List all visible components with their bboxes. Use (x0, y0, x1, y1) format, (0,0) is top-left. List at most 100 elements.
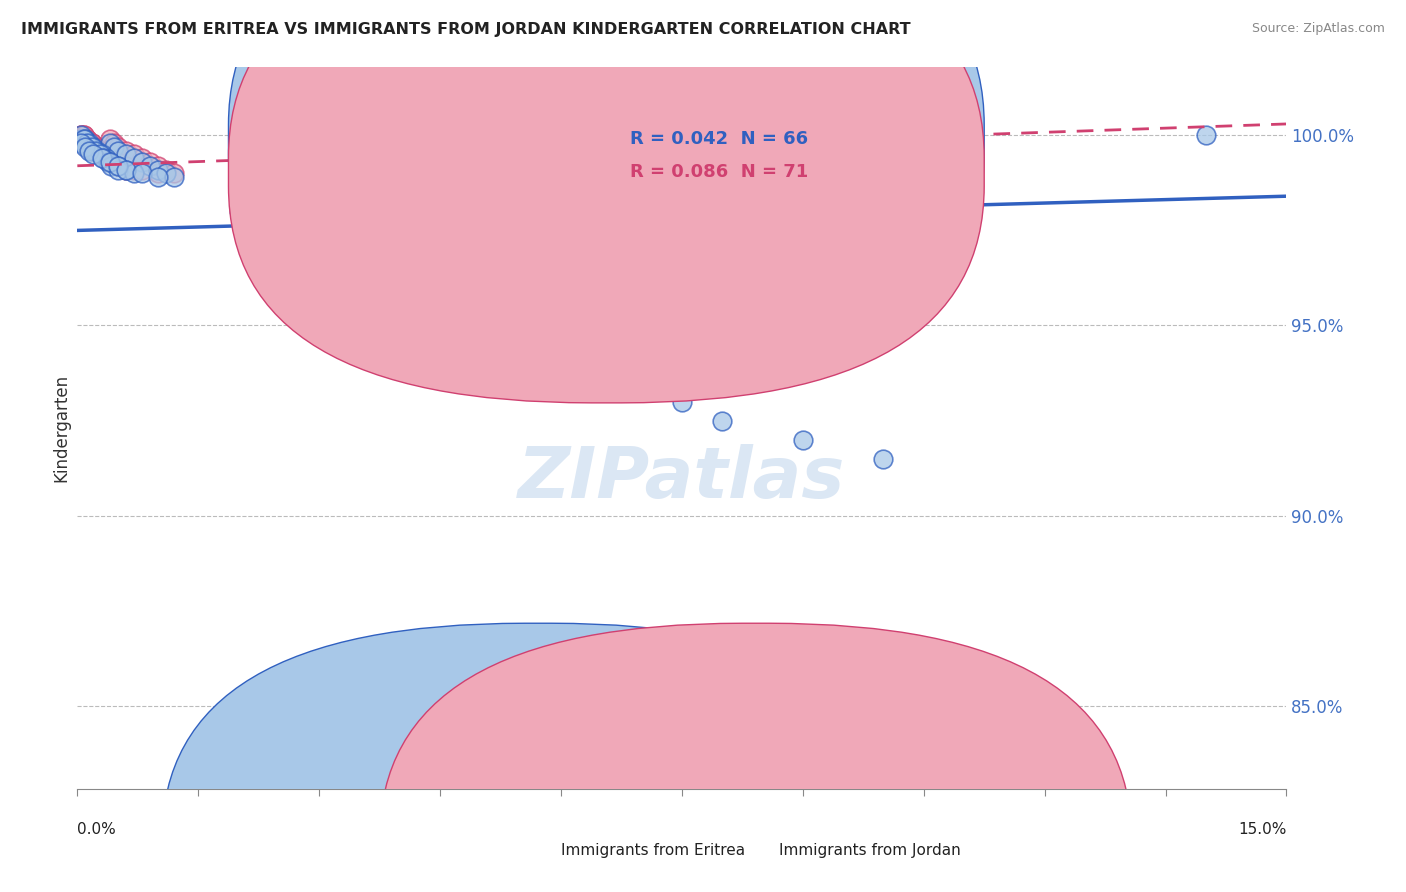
Point (155, 166, 177, 180)
Point (84, 144, 107, 158)
Point (267, 212, 290, 227)
Text: R = 0.086  N = 71: R = 0.086 N = 71 (630, 162, 808, 181)
Point (97, 151, 120, 165)
Y-axis label: Kindergarten: Kindergarten (52, 374, 70, 483)
Point (429, 243, 451, 257)
Point (103, 136, 125, 150)
Point (114, 144, 136, 158)
Point (114, 159, 136, 173)
Point (75, 140, 97, 154)
Point (550, 280, 572, 294)
Point (228, 204, 250, 219)
Point (405, 219, 427, 234)
Point (591, 273, 613, 287)
Point (711, 413, 734, 427)
Point (550, 246, 572, 260)
Point (82, 144, 104, 158)
Point (388, 235, 411, 249)
Point (103, 140, 125, 154)
Point (80, 136, 103, 150)
Point (470, 231, 492, 245)
Point (70, 128, 93, 143)
Point (84, 140, 107, 154)
Point (550, 265, 572, 279)
Point (308, 219, 330, 234)
Point (872, 451, 894, 466)
Point (76, 132, 98, 146)
Point (630, 261, 652, 276)
Point (73, 132, 96, 146)
Point (91, 147, 114, 161)
Point (792, 285, 814, 299)
Point (114, 162, 136, 177)
Point (89, 147, 111, 161)
Point (70, 128, 93, 143)
Text: Source: ZipAtlas.com: Source: ZipAtlas.com (1251, 22, 1385, 36)
Point (107, 155, 129, 169)
Text: Immigrants from Jordan: Immigrants from Jordan (779, 843, 960, 858)
Point (429, 223, 451, 237)
Point (114, 147, 136, 161)
Point (139, 159, 162, 173)
Point (70, 128, 93, 143)
Point (75, 136, 97, 150)
Point (122, 162, 145, 177)
Point (163, 166, 186, 180)
Point (131, 155, 153, 169)
Text: ZIPatlas: ZIPatlas (519, 444, 845, 513)
Point (267, 193, 290, 207)
Point (100, 155, 122, 169)
Point (86, 144, 108, 158)
Point (792, 433, 814, 447)
Point (82, 140, 104, 154)
Point (73, 128, 96, 143)
Point (82, 144, 104, 158)
Point (308, 201, 330, 215)
Point (509, 258, 531, 272)
Point (75, 136, 97, 150)
Point (75, 132, 97, 146)
Point (90, 147, 112, 161)
FancyBboxPatch shape (567, 111, 827, 208)
Text: IMMIGRANTS FROM ERITREA VS IMMIGRANTS FROM JORDAN KINDERGARTEN CORRELATION CHART: IMMIGRANTS FROM ERITREA VS IMMIGRANTS FR… (21, 22, 911, 37)
Point (373, 212, 395, 227)
Point (671, 268, 693, 283)
Point (107, 159, 129, 173)
Point (82, 140, 104, 154)
Point (671, 394, 693, 409)
Point (107, 144, 129, 158)
Point (107, 159, 129, 173)
Text: R = 0.042  N = 66: R = 0.042 N = 66 (630, 130, 808, 148)
Point (98, 155, 121, 169)
Point (75, 132, 97, 146)
Point (80, 140, 103, 154)
Point (114, 162, 136, 177)
Point (146, 162, 169, 177)
Point (80, 136, 103, 150)
Point (122, 147, 145, 161)
Point (98, 136, 121, 150)
Point (228, 186, 250, 200)
Point (98, 155, 121, 169)
Point (90, 147, 112, 161)
Point (292, 196, 315, 211)
Point (86, 144, 108, 158)
Point (131, 151, 153, 165)
Point (131, 162, 153, 177)
Point (146, 166, 169, 180)
Point (122, 166, 145, 180)
Point (90, 147, 112, 161)
Point (91, 151, 114, 165)
Point (470, 250, 492, 264)
Point (1195, 128, 1218, 143)
Point (349, 208, 371, 222)
Point (75, 132, 97, 146)
Point (131, 166, 153, 180)
Point (86, 140, 108, 154)
Text: 0.0%: 0.0% (77, 822, 117, 837)
Point (100, 159, 122, 173)
Point (155, 162, 177, 177)
Point (630, 376, 652, 390)
Text: Immigrants from Eritrea: Immigrants from Eritrea (561, 843, 745, 858)
Point (98, 132, 121, 146)
